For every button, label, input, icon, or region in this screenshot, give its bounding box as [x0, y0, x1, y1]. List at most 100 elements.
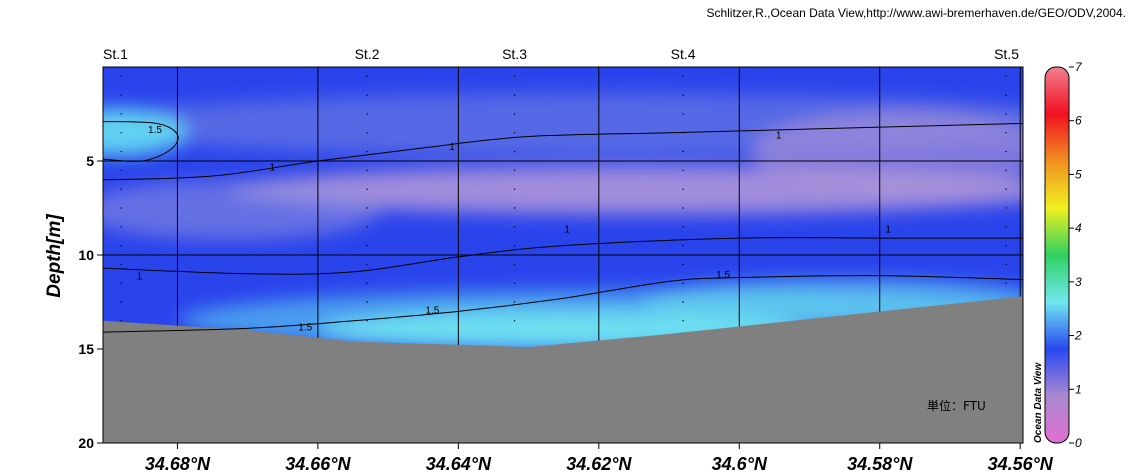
contour-label: 1.5 [425, 306, 439, 317]
x-tick-label: 34.64°N [426, 454, 492, 472]
sample-dot [682, 150, 684, 153]
sample-dot [1005, 207, 1007, 209]
station-label: St.4 [671, 46, 696, 62]
seafloor-mask [103, 296, 1023, 443]
sample-dot [366, 169, 368, 172]
colorbar-ticks: 0 1 2 3 4 5 6 7 [1069, 60, 1083, 450]
sample-dot [682, 207, 684, 209]
sample-dot [682, 94, 684, 96]
axis-ticks [97, 160, 1021, 449]
sample-dot [513, 94, 516, 96]
x-tick-label: 34.56°N [988, 454, 1054, 472]
sample-dot [513, 301, 516, 303]
contour-label: 1.5 [298, 322, 312, 333]
contour-line-1 [103, 122, 1023, 181]
station-label: St.5 [994, 46, 1019, 62]
sample-dot [120, 113, 122, 115]
sample-dot [513, 226, 516, 228]
plot-area: 1.5 1 1 1 1 1 1 1.5 1.5 1.5 単位：FTU [97, 66, 1024, 449]
sample-dot [513, 320, 516, 322]
colorbar-tick-label: 6 [1075, 114, 1082, 128]
field-patch-high-surface [103, 108, 188, 156]
contour-label: 1 [269, 163, 275, 174]
sample-dot [120, 150, 122, 153]
sample-dot [513, 282, 516, 284]
sample-dot [366, 207, 368, 209]
contour-label: 1 [776, 131, 782, 142]
sample-dot [1005, 188, 1007, 190]
contour-line-1 [103, 237, 1023, 275]
sample-dot [120, 320, 122, 322]
sample-dot [513, 244, 516, 247]
sample-dot [366, 244, 368, 247]
sample-dot [120, 75, 122, 78]
sample-dot [513, 188, 516, 190]
sample-dot [120, 94, 122, 96]
sample-dot [513, 75, 516, 78]
field-patch-low-west [103, 180, 380, 240]
x-tick-label: 34.62°N [566, 454, 632, 472]
sample-dot [1005, 226, 1007, 228]
sample-dot [366, 226, 368, 228]
sample-dot [682, 263, 684, 266]
sample-dot [682, 169, 684, 172]
sample-dot [120, 301, 122, 303]
sample-dot [366, 282, 368, 284]
sample-dot [1005, 244, 1007, 247]
field-patch-low-east [750, 110, 1023, 190]
sample-dot [120, 226, 122, 228]
station-labels: St.1 St.2 St.3 St.4 St.5 [103, 46, 1019, 62]
x-tick-label: 34.68°N [145, 454, 211, 472]
sample-dot [513, 263, 516, 266]
sample-dot [682, 320, 684, 322]
contour-label: 1 [137, 272, 143, 283]
sample-dot [682, 226, 684, 228]
station-label: St.2 [355, 46, 380, 62]
contour-line-1-5 [103, 121, 179, 162]
sample-dot [1005, 150, 1007, 153]
sample-dot [1005, 132, 1007, 134]
sample-dot [513, 132, 516, 134]
sample-dot [120, 244, 122, 247]
sample-dot [366, 301, 368, 303]
colorbar-tick-label: 5 [1075, 167, 1082, 181]
colorbar-tick-label: 1 [1075, 382, 1082, 396]
unit-label: 単位：FTU [927, 398, 986, 413]
sample-dot [1005, 75, 1007, 78]
sample-dot [366, 113, 368, 115]
sample-dot [366, 75, 368, 78]
sample-dot [366, 150, 368, 153]
colorbar-tick-label: 7 [1075, 60, 1083, 74]
y-axis-label: Depth[m] [44, 214, 65, 298]
station-label: St.3 [502, 46, 527, 62]
sample-dot [366, 188, 368, 190]
sample-dot [366, 94, 368, 96]
contour-label: 1 [885, 225, 891, 236]
credit-text: Schlitzer,R.,Ocean Data View,http://www.… [706, 6, 1126, 20]
sample-dot [1005, 94, 1007, 96]
sample-dot [366, 320, 368, 322]
sample-dot [513, 207, 516, 209]
odv-watermark-label: Ocean Data View [1033, 362, 1044, 443]
sample-dot [682, 301, 684, 303]
contour-line-1-5 [103, 275, 1023, 333]
sample-dot [1005, 169, 1007, 172]
contour-lines [103, 121, 1023, 333]
station-label: St.1 [103, 46, 128, 62]
sample-dot [120, 169, 122, 172]
y-tick-label: 15 [78, 341, 94, 357]
sample-dot [682, 282, 684, 284]
contour-labels: 1.5 1 1 1 1 1 1 1.5 1.5 1.5 [137, 125, 892, 333]
x-tick-labels: 34.68°N 34.66°N 34.64°N 34.62°N 34.6°N 34.58°… [145, 454, 1054, 472]
sample-dot [120, 132, 122, 134]
x-tick-label: 34.6°N [712, 454, 768, 472]
sample-dot [1005, 263, 1007, 266]
sample-dot [513, 169, 516, 172]
sample-dot [366, 263, 368, 266]
x-tick-label: 34.58°N [847, 454, 913, 472]
colorbar-tick-label: 3 [1075, 275, 1082, 289]
y-tick-label: 10 [78, 247, 94, 263]
sample-dot [513, 150, 516, 153]
x-tick-label: 34.66°N [285, 454, 351, 472]
